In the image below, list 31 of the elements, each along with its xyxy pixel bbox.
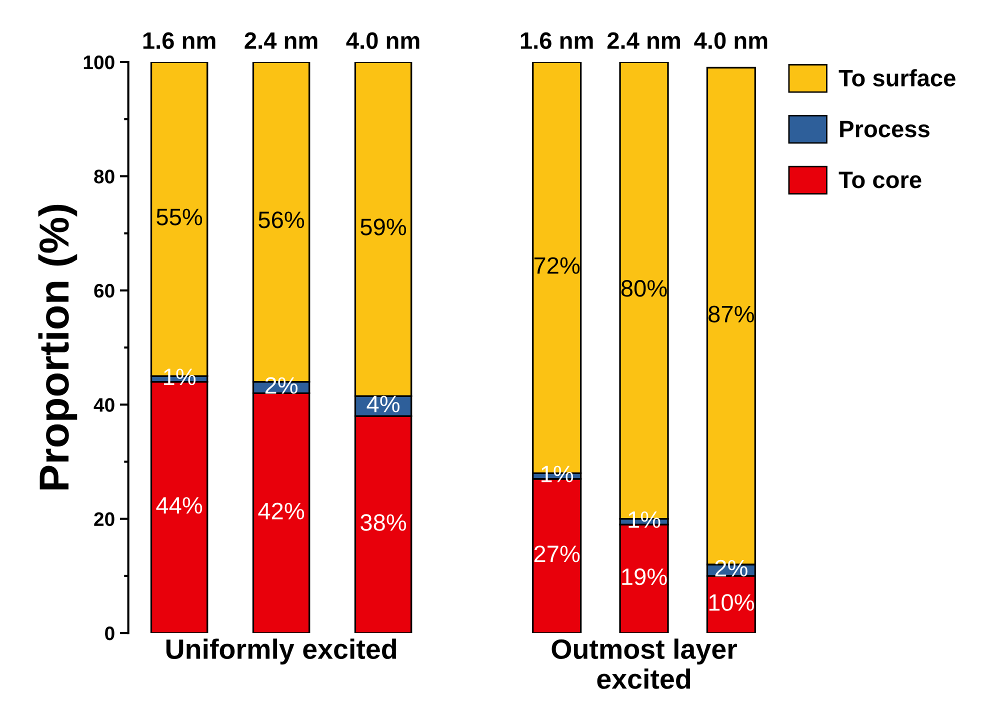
y-tick-label: 100 xyxy=(84,55,114,70)
y-tick-label: 60 xyxy=(94,284,114,298)
x-tick-label: 4.0 nm xyxy=(694,32,768,50)
data-label: 87% xyxy=(708,306,754,322)
legend-label: To core xyxy=(838,172,922,188)
data-label: 80% xyxy=(621,280,667,297)
x-tick-label: 1.6 nm xyxy=(143,32,216,50)
data-label: 72% xyxy=(534,257,580,274)
legend-label: Process xyxy=(840,120,930,138)
y-axis-title: Proportion (%) xyxy=(38,204,78,490)
data-label: 59% xyxy=(360,218,406,236)
y-tick-label: 20 xyxy=(94,512,114,526)
legend-label: To surface xyxy=(838,69,956,86)
data-label: 42% xyxy=(258,502,304,520)
x-axis-title: Outmost layer excited xyxy=(552,638,737,689)
data-label: 4% xyxy=(366,396,400,412)
data-label: 38% xyxy=(360,514,406,531)
x-tick-label: 1.6 nm xyxy=(520,32,593,50)
data-label: 27% xyxy=(534,546,580,562)
x-tick-label: 2.4 nm xyxy=(607,32,680,49)
x-tick-label: 4.0 nm xyxy=(346,32,420,50)
data-label: 19% xyxy=(622,568,667,586)
data-label: 44% xyxy=(156,497,202,514)
data-label: 55% xyxy=(156,208,202,226)
y-tick-label: 0 xyxy=(105,626,114,640)
data-label: 10% xyxy=(709,594,754,611)
x-axis-title: Uniformly excited xyxy=(166,638,396,664)
y-tick-label: 40 xyxy=(94,398,114,412)
y-tick-label: 80 xyxy=(94,170,114,184)
data-label: 56% xyxy=(258,212,304,228)
x-tick-label: 2.4 nm xyxy=(244,32,318,49)
